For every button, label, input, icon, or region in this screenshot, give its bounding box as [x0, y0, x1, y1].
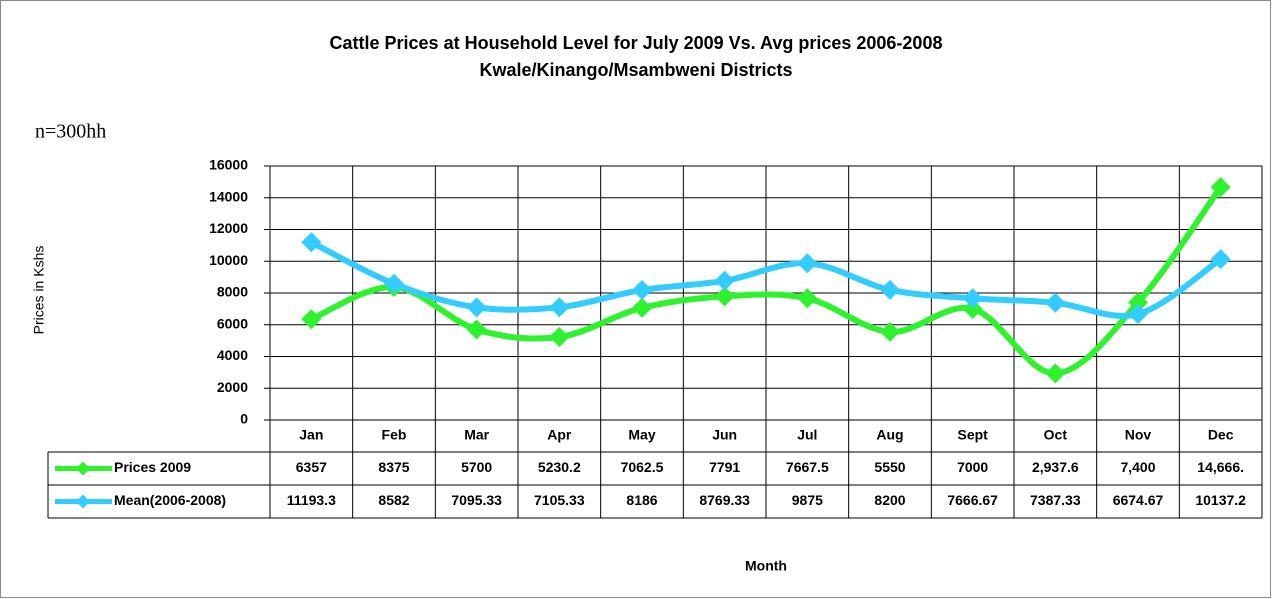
x-tick-label: Jan	[299, 427, 323, 443]
table-value: 7666.67	[947, 492, 998, 508]
marker	[714, 286, 735, 307]
table-value: 7062.5	[621, 459, 664, 475]
chart-title: Cattle Prices at Household Level for Jul…	[330, 33, 943, 53]
marker	[880, 321, 900, 342]
table-value: 7105.33	[534, 492, 585, 508]
y-axis-label: Prices in Kshs	[31, 246, 47, 335]
marker	[632, 280, 652, 301]
table-value: 5230.2	[538, 459, 581, 475]
y-tick-label: 6000	[217, 315, 248, 331]
marker	[466, 319, 487, 340]
y-tick-label: 8000	[217, 284, 248, 300]
x-tick-label: Feb	[382, 427, 407, 443]
table-value: 8200	[874, 492, 905, 508]
y-tick-label: 12000	[209, 220, 248, 236]
legend-label: Mean(2006-2008)	[114, 492, 226, 508]
table-value: 2,937.6	[1032, 459, 1079, 475]
table-value: 8186	[626, 492, 657, 508]
table-value: 8769.33	[699, 492, 750, 508]
marker	[1210, 249, 1231, 270]
marker	[1210, 177, 1231, 198]
y-tick-label: 16000	[209, 157, 248, 173]
table-value: 10137.2	[1195, 492, 1246, 508]
marker	[466, 297, 487, 318]
marker	[549, 326, 570, 347]
x-tick-label: Nov	[1125, 427, 1152, 443]
table-value: 6357	[296, 459, 327, 475]
table-value: 14,666.	[1197, 459, 1244, 475]
marker	[632, 297, 652, 318]
table-value: 7667.5	[786, 459, 829, 475]
x-tick-label: Jul	[797, 427, 817, 443]
marker	[797, 288, 818, 309]
y-tick-label: 0	[240, 411, 248, 427]
table-value: 8582	[378, 492, 409, 508]
y-tick-label: 10000	[209, 252, 248, 268]
marker	[714, 270, 735, 291]
x-tick-label: Mar	[464, 427, 489, 443]
chart-subtitle: Kwale/Kinango/Msambweni Districts	[479, 60, 792, 80]
legend-label: Prices 2009	[114, 459, 191, 475]
marker	[962, 288, 983, 309]
x-tick-label: Dec	[1208, 427, 1234, 443]
marker	[962, 298, 983, 319]
y-tick-label: 2000	[217, 379, 248, 395]
table-value: 7791	[709, 459, 740, 475]
legend-marker	[76, 461, 90, 476]
table-value: 7,400	[1120, 459, 1155, 475]
table-value: 5700	[461, 459, 492, 475]
table-value: 5550	[874, 459, 905, 475]
x-tick-label: Aug	[876, 427, 903, 443]
marker	[880, 279, 900, 300]
marker	[797, 253, 818, 274]
table-value: 7387.33	[1030, 492, 1081, 508]
y-tick-label: 4000	[217, 347, 248, 363]
marker	[549, 297, 570, 318]
y-tick-label: 14000	[209, 188, 248, 204]
table-value: 11193.3	[287, 492, 336, 508]
marker	[384, 273, 404, 294]
legend-marker	[76, 494, 90, 509]
x-tick-label: Jun	[712, 427, 737, 443]
table-value: 7000	[957, 459, 988, 475]
marker	[301, 309, 322, 330]
x-tick-label: Sept	[957, 427, 988, 443]
table-value: 9875	[792, 492, 823, 508]
table-value: 6674.67	[1113, 492, 1164, 508]
x-axis-label: Month	[745, 558, 787, 574]
x-tick-label: May	[628, 427, 655, 443]
marker	[1045, 363, 1066, 384]
annotation: n=300hh	[35, 121, 106, 143]
table-value: 8375	[378, 459, 409, 475]
marker	[1128, 292, 1148, 313]
x-tick-label: Apr	[547, 427, 572, 443]
marker	[1045, 292, 1066, 313]
marker	[301, 232, 322, 253]
marker	[1128, 304, 1148, 325]
table-value: 7095.33	[451, 492, 502, 508]
x-tick-label: Oct	[1044, 427, 1068, 443]
